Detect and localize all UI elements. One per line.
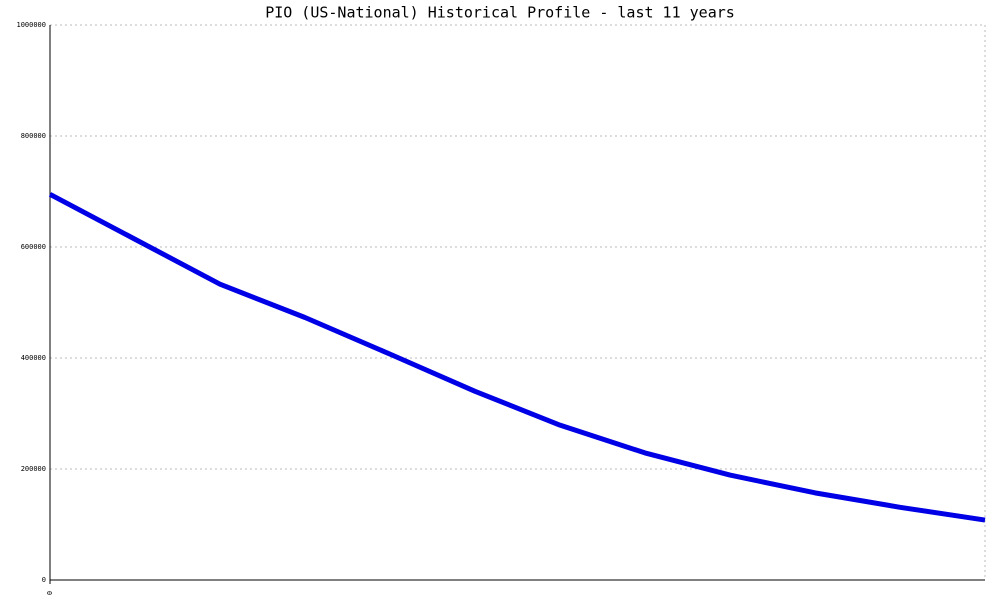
y-tick-label: 400000 <box>21 354 46 362</box>
line-series <box>48 192 986 523</box>
y-tick-label: 0 <box>42 576 46 584</box>
y-tick-label: 600000 <box>21 243 46 251</box>
y-tick-label: 800000 <box>21 132 46 140</box>
x-tick-label: 0 <box>46 591 54 595</box>
chart-title: PIO (US-National) Historical Profile - l… <box>265 4 735 22</box>
y-tick-label: 1000000 <box>16 21 46 29</box>
y-tick-label: 200000 <box>21 465 46 473</box>
